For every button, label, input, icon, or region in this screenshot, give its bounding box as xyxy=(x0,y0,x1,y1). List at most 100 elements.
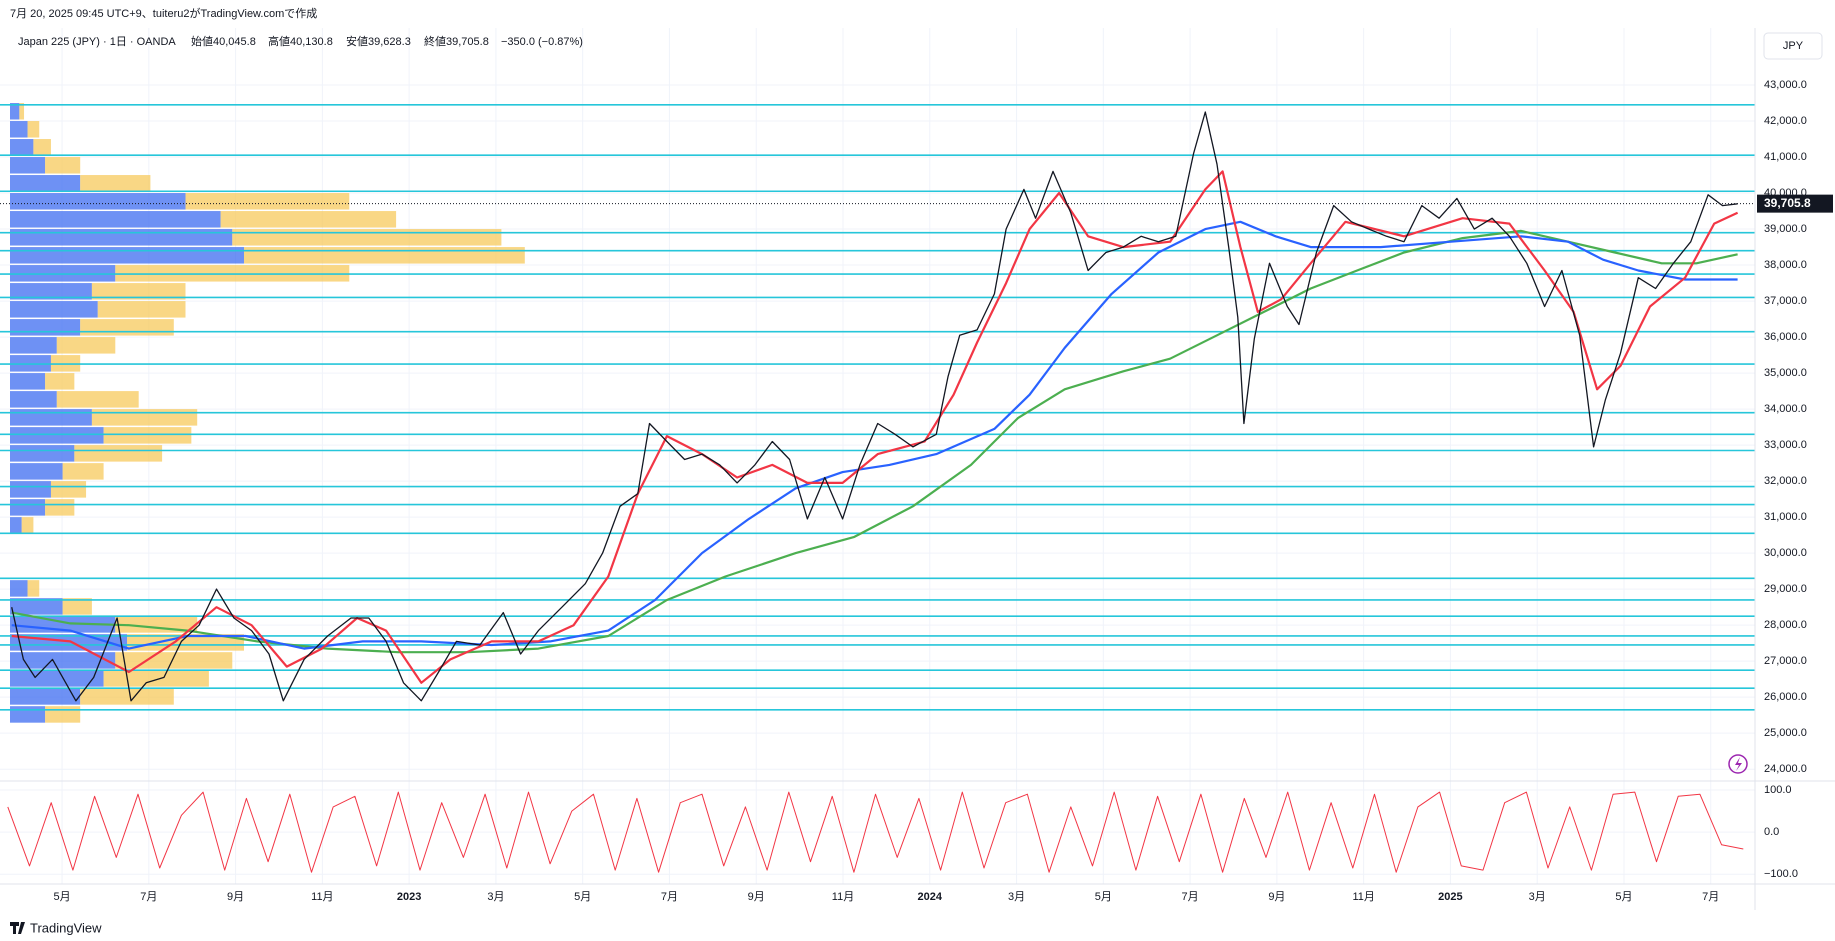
alert-icon[interactable] xyxy=(1728,754,1748,774)
profile-down xyxy=(19,103,25,120)
profile-down xyxy=(45,373,75,390)
x-tick-label: 7月 xyxy=(661,891,678,903)
y-tick-label: 35,000.0 xyxy=(1764,367,1807,379)
series-line xyxy=(11,220,1738,650)
x-tick-label: 7月 xyxy=(1182,891,1199,903)
profile-down xyxy=(45,706,81,723)
profile-up xyxy=(10,337,57,354)
profile-down xyxy=(127,634,244,651)
profile-up xyxy=(10,301,98,318)
y-tick-label: 27,000.0 xyxy=(1764,655,1807,667)
logo xyxy=(10,922,25,934)
series-line xyxy=(7,791,1744,873)
y-tick-label: 30,000.0 xyxy=(1764,547,1807,559)
profile-up xyxy=(10,688,81,705)
y-tick-label: 32,000.0 xyxy=(1764,475,1807,487)
y-tick-label: 43,000.0 xyxy=(1764,79,1807,91)
profile-up xyxy=(10,103,20,120)
profile-down xyxy=(27,580,40,597)
profile-up xyxy=(10,229,233,246)
profile-down xyxy=(232,229,502,246)
profile-down xyxy=(62,598,92,615)
x-tick-label: 2024 xyxy=(918,891,943,903)
legend-item: 始値40,045.8 xyxy=(191,34,256,48)
profile-down xyxy=(45,157,81,174)
profile-up xyxy=(10,598,63,615)
x-tick-label: 5月 xyxy=(1095,891,1112,903)
profile-down xyxy=(91,283,186,300)
footer: TradingView xyxy=(30,920,102,935)
profile-down xyxy=(74,445,163,462)
x-tick-label: 9月 xyxy=(1268,891,1285,903)
profile-down xyxy=(97,301,186,318)
profile-up xyxy=(10,283,92,300)
plot-layer xyxy=(0,28,1755,884)
profile-down xyxy=(80,319,174,336)
last-price-label: 39,705.8 xyxy=(1764,196,1811,210)
profile-up xyxy=(10,391,57,408)
profile-up xyxy=(10,706,46,723)
profile-down xyxy=(33,139,51,156)
x-tick-label: 3月 xyxy=(1008,891,1025,903)
profile-down xyxy=(62,463,104,480)
osc-tick-label: 0.0 xyxy=(1764,826,1779,838)
y-tick-label: 38,000.0 xyxy=(1764,259,1807,271)
x-tick-label: 5月 xyxy=(1615,891,1632,903)
currency-button[interactable] xyxy=(1763,32,1823,60)
y-tick-label: 28,000.0 xyxy=(1764,619,1807,631)
x-tick-label: 7月 xyxy=(1702,891,1719,903)
profile-up xyxy=(10,517,22,534)
profile-down xyxy=(185,193,350,210)
profile-up xyxy=(10,670,104,687)
x-tick-label: 7月 xyxy=(140,891,157,903)
x-tick-label: 11月 xyxy=(1352,891,1374,903)
profile-up xyxy=(10,193,186,210)
x-tick-label: 9月 xyxy=(748,891,765,903)
x-tick-label: 11月 xyxy=(311,891,333,903)
profile-down xyxy=(50,481,87,498)
last-price-box xyxy=(1757,194,1833,213)
profile-up xyxy=(10,652,116,669)
profile-up xyxy=(10,211,221,228)
profile-down xyxy=(21,517,34,534)
profile-down xyxy=(80,175,151,192)
x-tick-label: 11月 xyxy=(832,891,854,903)
profile-down xyxy=(103,427,192,444)
profile-up xyxy=(10,157,46,174)
x-tick-label: 5月 xyxy=(574,891,591,903)
y-tick-label: 42,000.0 xyxy=(1764,115,1807,127)
profile-down xyxy=(27,121,40,138)
profile-up xyxy=(10,247,244,264)
x-tick-label: 9月 xyxy=(227,891,244,903)
profile-up xyxy=(10,580,28,597)
profile-down xyxy=(220,211,397,228)
y-tick-label: 33,000.0 xyxy=(1764,439,1807,451)
legend-item: 終値39,705.8 xyxy=(424,34,489,48)
y-tick-label: 26,000.0 xyxy=(1764,691,1807,703)
series-line xyxy=(11,111,1738,702)
legend-item: 安値39,628.3 xyxy=(346,34,411,48)
profile-down xyxy=(56,337,116,354)
y-tick-label: 41,000.0 xyxy=(1764,151,1807,163)
x-tick-label: 5月 xyxy=(53,891,70,903)
profile-up xyxy=(10,373,46,390)
profile-down xyxy=(91,409,198,426)
profile-up xyxy=(10,121,28,138)
profile-down xyxy=(103,670,209,687)
legend-title: Japan 225 (JPY) · 1日 · OANDA xyxy=(18,36,176,48)
legend-item: 高値40,130.8 xyxy=(268,34,333,48)
alert-bolt xyxy=(1735,757,1742,771)
x-tick-label: 2025 xyxy=(1438,891,1462,903)
header: 7月 20, 2025 09:45 UTC+9、tuiteru2がTrading… xyxy=(10,6,317,20)
series-line xyxy=(11,170,1739,684)
y-tick-label: 24,000.0 xyxy=(1764,763,1807,775)
y-tick-label: 25,000.0 xyxy=(1764,727,1807,739)
x-tick-label: 3月 xyxy=(1529,891,1546,903)
y-tick-label: 37,000.0 xyxy=(1764,295,1807,307)
profile-up xyxy=(10,409,92,426)
profile-up xyxy=(10,319,81,336)
profile-down xyxy=(80,688,174,705)
currency-label: JPY xyxy=(1783,40,1804,52)
